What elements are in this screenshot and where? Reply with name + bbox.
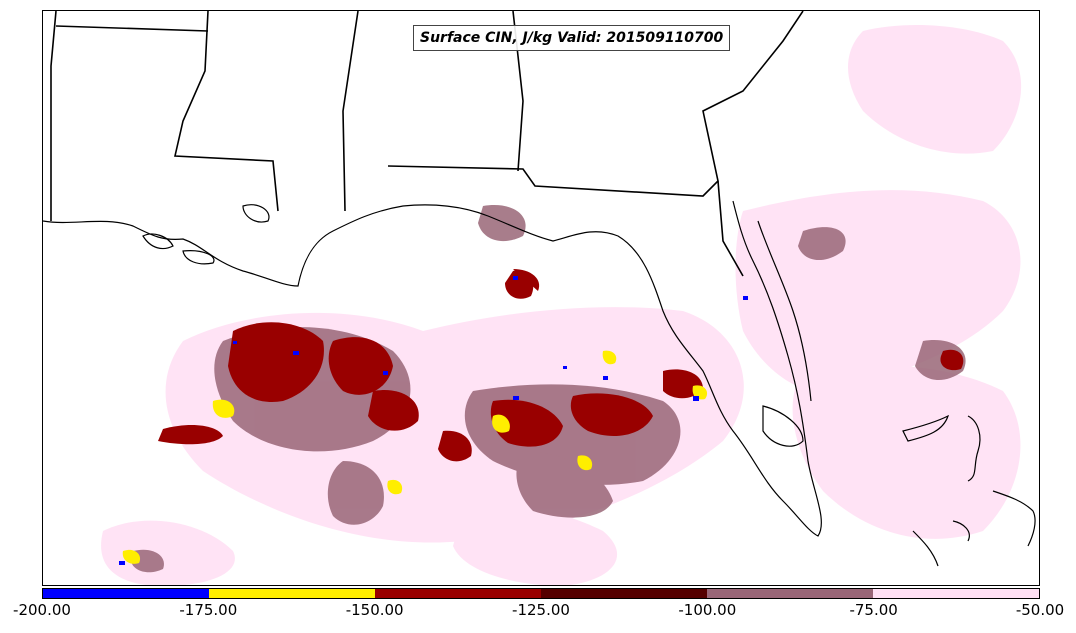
- colorbar-tick-label: -100.00: [678, 601, 737, 619]
- colorbar-bin-1: [209, 589, 375, 598]
- coastline: [43, 200, 1036, 567]
- cin-map: [43, 11, 1036, 585]
- colorbar-tick-label: -125.00: [512, 601, 570, 619]
- colorbar-tick-label: -200.00: [13, 601, 71, 619]
- colorbar-tick-label: -175.00: [179, 601, 238, 619]
- map-title: Surface CIN, J/kg Valid: 201509110700: [413, 25, 731, 51]
- colorbar-bin-5: [873, 589, 1039, 598]
- cin-field-yellow: [122, 350, 708, 564]
- colorbar: [42, 588, 1040, 599]
- colorbar-bin-2: [375, 589, 541, 598]
- cin-field-blue: [119, 276, 748, 565]
- colorbar-tick-label: -50.00: [1015, 601, 1065, 619]
- colorbar-tick-label: -75.00: [849, 601, 898, 619]
- colorbar-bin-0: [43, 589, 209, 598]
- colorbar-bin-4: [707, 589, 873, 598]
- map-panel: Surface CIN, J/kg Valid: 201509110700: [42, 10, 1040, 586]
- cin-field-darkred: [158, 269, 964, 462]
- colorbar-tick-label: -150.00: [345, 601, 404, 619]
- colorbar-bin-3: [541, 589, 707, 598]
